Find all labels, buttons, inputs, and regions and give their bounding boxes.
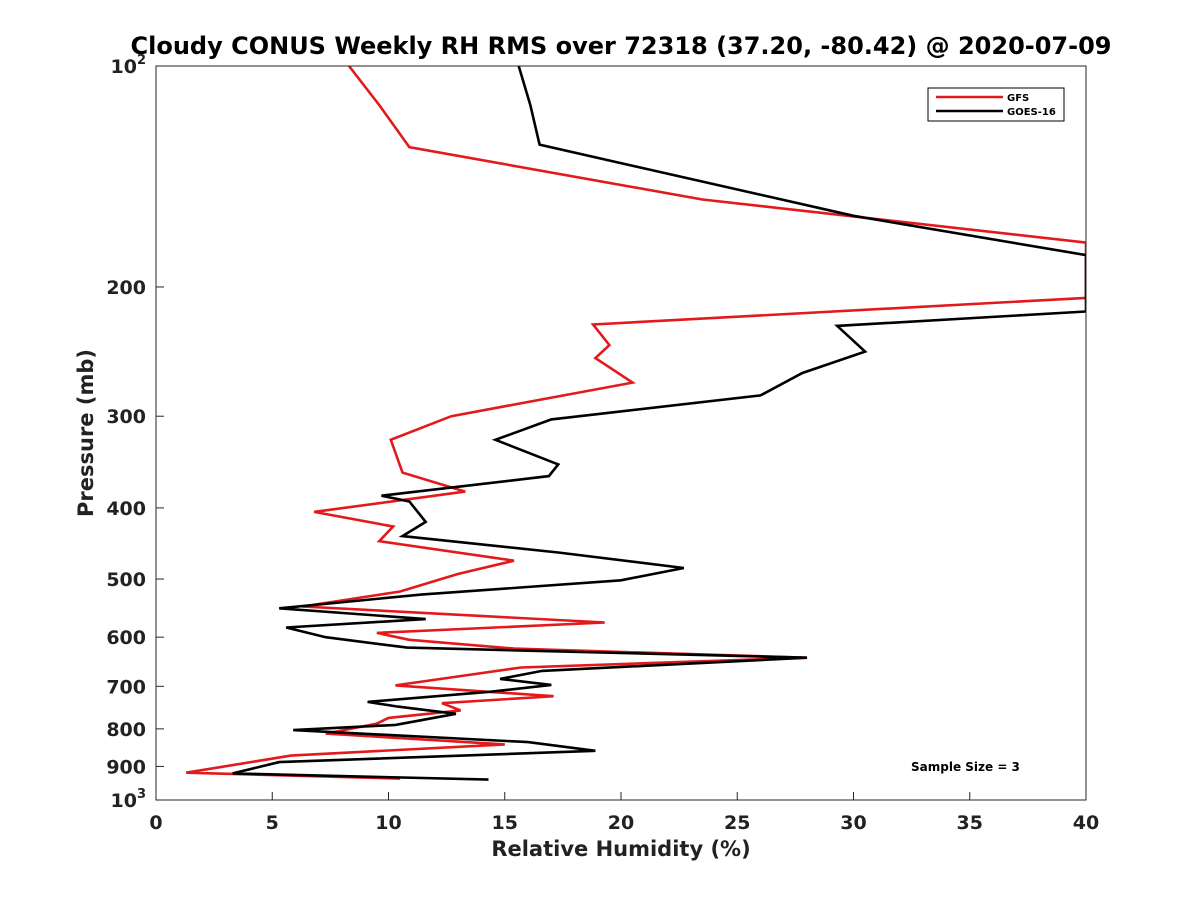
- x-tick-label: 40: [1073, 812, 1099, 834]
- sample-size-annotation: Sample Size = 3: [911, 760, 1020, 774]
- x-axis-label: Relative Humidity (%): [491, 837, 750, 861]
- y-tick-label: 900: [106, 756, 146, 778]
- chart-title: Cloudy CONUS Weekly RH RMS over 72318 (3…: [131, 32, 1112, 60]
- x-tick-label: 20: [608, 812, 634, 834]
- x-tick-label: 0: [149, 812, 162, 834]
- y-tick-label: 200: [106, 277, 146, 299]
- x-tick-label: 10: [375, 812, 401, 834]
- legend-label-goes16: GOES-16: [1007, 107, 1056, 118]
- x-tick-label: 30: [840, 812, 866, 834]
- legend-box: [927, 87, 1065, 122]
- y-axis-label: Pressure (mb): [74, 349, 98, 517]
- y-tick-label: 500: [106, 569, 146, 591]
- x-tick-label: 25: [724, 812, 750, 834]
- x-tick-label: 5: [266, 812, 279, 834]
- series-line-gfs: [185, 66, 1086, 780]
- y-tick-label: 700: [106, 676, 146, 698]
- legend: GFS GOES-16: [927, 87, 1065, 122]
- y-tick-label: 300: [106, 406, 146, 428]
- x-tick-label: 35: [957, 812, 983, 834]
- y-tick-label: 600: [106, 627, 146, 649]
- legend-label-gfs: GFS: [1007, 93, 1029, 104]
- y-tick-label: 800: [106, 719, 146, 741]
- series-line-goes16: [232, 66, 1086, 781]
- x-tick-label: 15: [492, 812, 518, 834]
- y-tick-label: 400: [106, 498, 146, 520]
- plot-area: [185, 66, 1086, 781]
- x-axis: 0 5 10 15 20 25 30 35 40: [149, 792, 1099, 834]
